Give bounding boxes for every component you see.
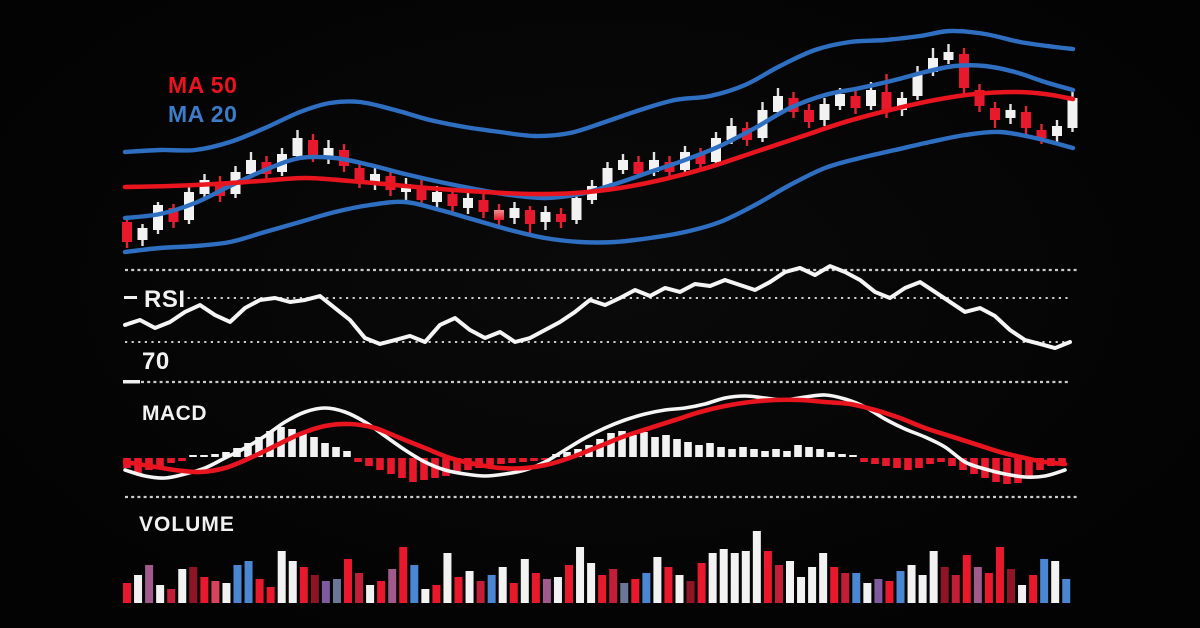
rsi-level-70-label: 70 (142, 348, 170, 375)
volume-panel-label: VOLUME (139, 513, 235, 536)
macd-panel-label: MACD (142, 402, 207, 425)
rsi-panel-label: RSI (144, 286, 186, 313)
ma20-legend-label: MA 20 (168, 101, 238, 127)
ma50-legend-label: MA 50 (168, 72, 238, 98)
